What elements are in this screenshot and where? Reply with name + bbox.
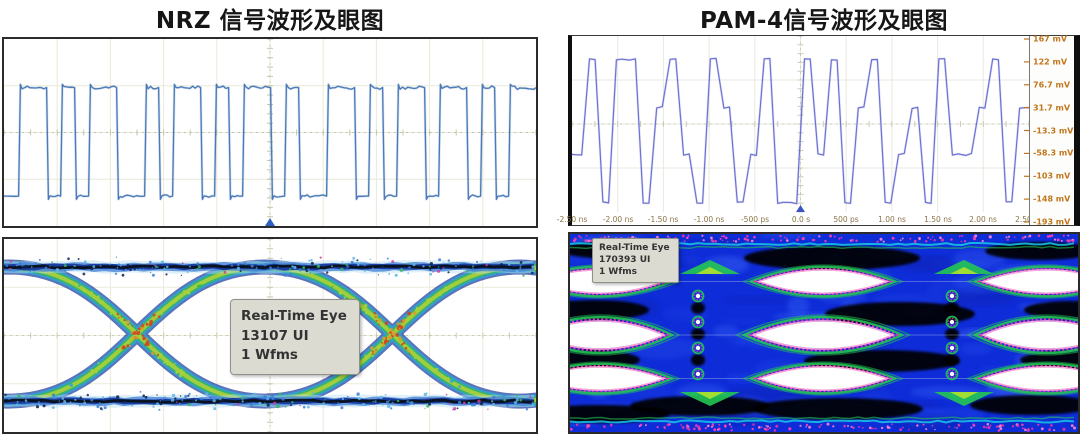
nrz-waveform-panel bbox=[2, 37, 538, 228]
annotation-line: 13107 UI bbox=[241, 327, 309, 344]
pam4-voltage-axis: 167 mV 122 mV 76.7 mV 31.7 mV -13.3 mV -58.3 … bbox=[1029, 34, 1074, 227]
voltage-tick-label: 122 mV bbox=[1033, 57, 1068, 67]
nrz-eye-panel: Real-Time Eye 13107 UI 1 Wfms bbox=[2, 237, 538, 434]
time-tick-label: 2.00 ns bbox=[969, 215, 997, 224]
pam4-waveform-panel: -2.50 ns -2.00 ns -1.50 ns -1.00 ns -500 ps 0… bbox=[557, 34, 1080, 227]
time-tick-label: 500 ps bbox=[833, 215, 859, 224]
voltage-tick-label: 31.7 mV bbox=[1033, 103, 1071, 113]
time-tick-label: 1.00 ns bbox=[878, 215, 906, 224]
pam4-eye-plot bbox=[570, 234, 1078, 432]
pam4-eye-panel: Real-Time Eye 170393 UI 1 Wfms bbox=[568, 232, 1080, 434]
voltage-tick-label: -148 mV bbox=[1033, 194, 1071, 204]
time-tick-label: -1.50 ns bbox=[647, 215, 679, 224]
annotation-line: 170393 UI bbox=[599, 255, 651, 266]
time-tick-label: -1.00 ns bbox=[693, 215, 725, 224]
time-tick-label: -2.50 ns bbox=[556, 215, 588, 224]
nrz-waveform-plot bbox=[4, 39, 536, 226]
annotation-line: 1 Wfms bbox=[241, 347, 298, 364]
nrz-title: NRZ 信号波形及眼图 bbox=[155, 8, 385, 34]
voltage-tick-label: 167 mV bbox=[1033, 34, 1068, 44]
annotation-line: Real-Time Eye bbox=[599, 243, 670, 253]
time-tick-label: -2.00 ns bbox=[602, 215, 634, 224]
voltage-tick-label: -13.3 mV bbox=[1033, 126, 1074, 136]
nrz-eye-plot bbox=[4, 239, 536, 432]
voltage-tick-label: -103 mV bbox=[1033, 171, 1071, 181]
pam4-waveform-plot-area: -2.50 ns -2.00 ns -1.50 ns -1.00 ns -500 ps 0… bbox=[557, 36, 1043, 225]
voltage-tick-label: -193 mV bbox=[1033, 217, 1071, 227]
annotation-line: Real-Time Eye bbox=[241, 308, 347, 324]
annotation-line: 1 Wfms bbox=[599, 267, 637, 278]
nrz-eye-annotation: Real-Time Eye 13107 UI 1 Wfms bbox=[230, 299, 360, 375]
pam4-eye-annotation: Real-Time Eye 170393 UI 1 Wfms bbox=[592, 238, 679, 284]
time-tick-label: -500 ps bbox=[740, 215, 770, 224]
voltage-tick-label: 76.7 mV bbox=[1033, 80, 1071, 90]
pam4-title: PAM-4信号波形及眼图 bbox=[700, 8, 948, 34]
time-tick-label: 1.50 ns bbox=[924, 215, 952, 224]
time-tick-label: 0.0 s bbox=[791, 215, 811, 224]
pam4-waveform-plot bbox=[572, 36, 1029, 223]
voltage-tick-label: -58.3 mV bbox=[1033, 148, 1074, 158]
pam4-time-axis: -2.50 ns -2.00 ns -1.50 ns -1.00 ns -500 ps 0… bbox=[557, 212, 1043, 225]
